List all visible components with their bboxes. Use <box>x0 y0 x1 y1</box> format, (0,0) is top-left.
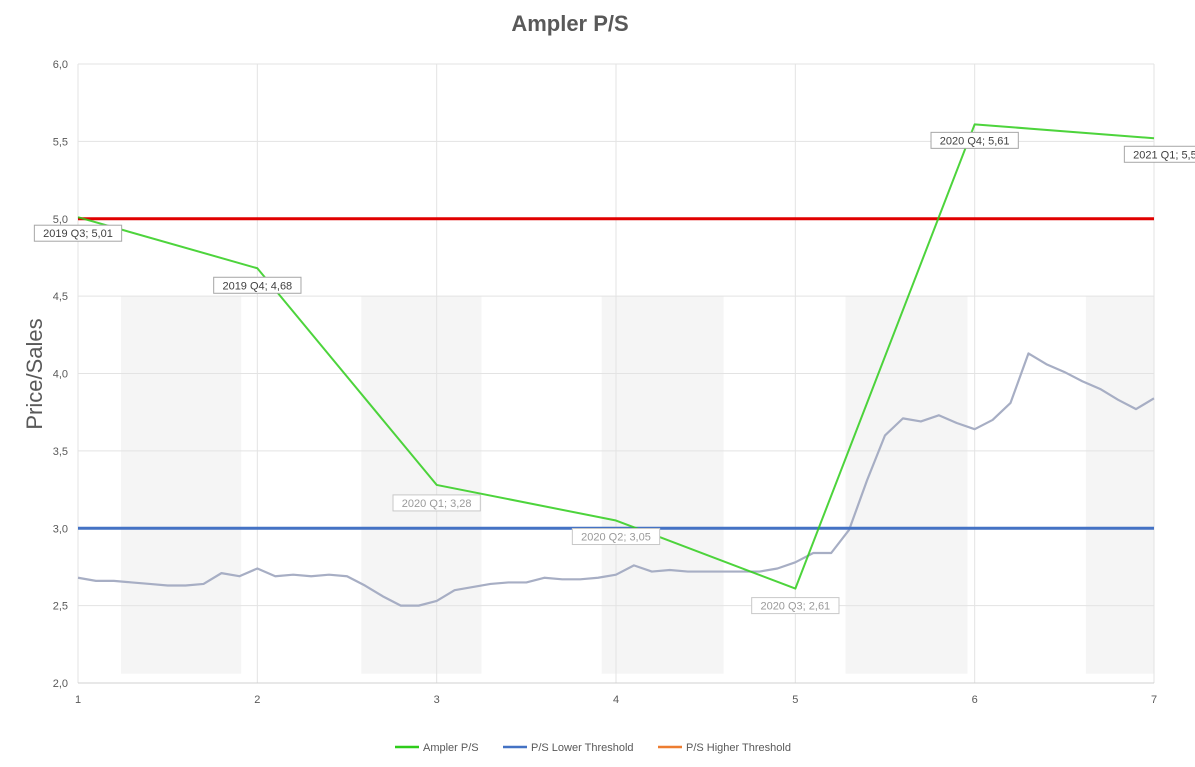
data-label-box-1 <box>33 224 123 242</box>
y-tick-label-5: 4,5 <box>53 291 68 303</box>
data-labels: 2019 Q3; 5,01 2019 Q4; 4,68 2020 Q1; 3,28 2… <box>33 131 1195 615</box>
data-label-text-3: 2020 Q1; 3,28 <box>402 498 472 510</box>
data-label-box-6 <box>930 131 1019 149</box>
x-tick-label-3: 4 <box>613 694 619 706</box>
legend-label-1: Ampler P/S <box>423 742 479 754</box>
data-label-text-5: 2020 Q3; 2,61 <box>760 601 830 613</box>
data-label-4: 2020 Q2; 3,05 <box>571 528 661 546</box>
data-label-text-2: 2019 Q4; 4,68 <box>222 280 292 292</box>
y-tick-label-8: 6,0 <box>53 59 68 71</box>
legend-label-2: P/S Lower Threshold <box>531 742 634 754</box>
x-tick-label-4: 5 <box>792 694 798 706</box>
chart-title: Ampler P/S <box>511 11 628 36</box>
background-series <box>77 352 1155 607</box>
y-tick-label-4: 4,0 <box>53 369 68 381</box>
background-bands <box>121 296 1154 674</box>
data-label-3: 2020 Q1; 3,28 <box>392 494 481 512</box>
data-label-6: 2020 Q4; 5,61 <box>930 131 1019 149</box>
data-label-1: 2019 Q3; 5,01 <box>33 224 123 242</box>
background-band-3 <box>601 296 724 674</box>
data-label-5: 2020 Q3; 2,61 <box>751 597 840 615</box>
x-tick-label-0: 1 <box>75 694 81 706</box>
series-line-ampler-ps <box>77 123 1155 590</box>
background-price-line <box>77 352 1155 607</box>
y-tick-label-7: 5,5 <box>53 136 68 148</box>
background-band-4 <box>845 296 968 674</box>
data-label-box-2 <box>213 276 302 294</box>
data-label-box-4 <box>571 528 661 546</box>
data-label-text-4: 2020 Q2; 3,05 <box>581 532 651 544</box>
data-label-box-7 <box>1123 145 1195 163</box>
x-tick-label-1: 2 <box>254 694 260 706</box>
y-tick-label-1: 2,5 <box>53 601 68 613</box>
y-axis-label: Price/Sales <box>22 318 47 429</box>
data-label-text-1: 2019 Q3; 5,01 <box>43 228 113 240</box>
legend-label-3: P/S Higher Threshold <box>686 742 791 754</box>
data-label-text-6: 2020 Q4; 5,61 <box>940 135 1010 147</box>
data-label-2: 2019 Q4; 4,68 <box>213 276 302 294</box>
legend-item-1: Ampler P/S <box>395 742 479 754</box>
background-band-2 <box>361 296 482 674</box>
gridlines <box>77 63 1155 684</box>
data-label-text-7: 2021 Q1; 5,52 <box>1133 149 1195 161</box>
x-tick-label-6: 7 <box>1151 694 1157 706</box>
legend: Ampler P/S P/S Lower Threshold P/S Higher … <box>395 742 791 754</box>
y-tick-label-3: 3,5 <box>53 446 68 458</box>
y-tick-label-0: 2,0 <box>53 678 68 690</box>
legend-item-2: P/S Lower Threshold <box>503 742 634 754</box>
legend-item-3: P/S Higher Threshold <box>658 742 791 754</box>
background-band-5 <box>1085 296 1154 674</box>
data-label-7: 2021 Q1; 5,52 <box>1123 145 1195 163</box>
data-label-box-5 <box>751 597 840 615</box>
y-tick-label-6: 5,0 <box>53 214 68 226</box>
background-band-1 <box>121 296 242 674</box>
x-tick-label-5: 6 <box>972 694 978 706</box>
y-tick-label-2: 3,0 <box>53 523 68 535</box>
axis-ticks: 2,0 2,5 3,0 3,5 4,0 4,5 5,0 5,5 6,0 1 2 3 4 5 6 7 <box>53 59 1157 706</box>
data-label-box-3 <box>392 494 481 512</box>
x-tick-label-2: 3 <box>434 694 440 706</box>
